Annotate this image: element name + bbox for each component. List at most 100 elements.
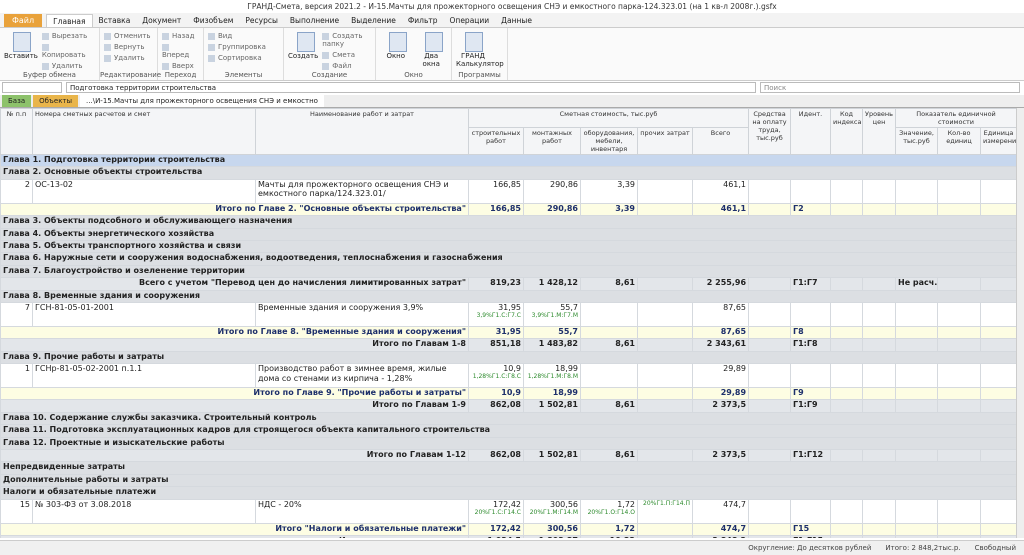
- table-row[interactable]: Итого "Налоги и обязательные платежи" 172…: [0, 522, 1016, 537]
- document-tab[interactable]: База: [2, 95, 32, 107]
- menu-tab[interactable]: Вставка: [98, 16, 131, 25]
- ribbon-button[interactable]: Смета: [322, 51, 371, 59]
- table-row[interactable]: Глава 5. Объекты транспортного хозяйства…: [0, 239, 1016, 254]
- ribbon-button[interactable]: Окно: [380, 30, 412, 70]
- table-row[interactable]: Итого по Главе 8. "Временные здания и со…: [0, 325, 1016, 340]
- cost-cell: 55,7: [523, 325, 581, 340]
- ident-cell: Г9: [790, 387, 832, 401]
- cost-value: 862,08: [490, 400, 521, 410]
- table-row[interactable]: Налоги и обязательные платежи: [0, 486, 1016, 500]
- scrollbar[interactable]: [1016, 108, 1024, 538]
- index-cell: [830, 387, 864, 401]
- table-row[interactable]: 1 ГСНр-81-05-02-2001 п.1.1 Производство ра…: [0, 363, 1016, 389]
- table-row[interactable]: Глава 2. Основные объекты строительства: [0, 166, 1016, 180]
- ribbon-button[interactable]: Вставить: [4, 30, 38, 70]
- ribbon-button[interactable]: Два окна: [416, 30, 448, 70]
- formula-input[interactable]: Подготовка территории строительства: [66, 82, 756, 93]
- index-cell: [830, 202, 864, 217]
- cost-cell: 172,42: [468, 522, 524, 537]
- ribbon-button[interactable]: Удалить: [42, 62, 95, 70]
- menu-tab[interactable]: Операции: [449, 16, 490, 25]
- table-row[interactable]: Глава 1. Подготовка территории строитель…: [0, 153, 1016, 168]
- ribbon-button[interactable]: Файл: [322, 62, 371, 70]
- cost-value: 8,61: [615, 450, 635, 460]
- cost-value: 166,85: [493, 179, 521, 189]
- table-row[interactable]: Глава 7. Благоустройство и озеленение те…: [0, 264, 1016, 279]
- cost-cell: [637, 202, 693, 217]
- table-row[interactable]: 7 ГСН-81-05-01-2001 Временные здания и соо…: [0, 301, 1016, 327]
- menu-tab[interactable]: Выполнение: [289, 16, 340, 25]
- table-row[interactable]: Итого по Главам 1-9 862,08 1 502,81 8,61 2 3…: [0, 399, 1016, 413]
- ribbon-button[interactable]: Вернуть: [104, 43, 151, 51]
- table-row[interactable]: Итого по Главе 2. "Основные объекты стро…: [0, 202, 1016, 217]
- ribbon-button[interactable]: Назад: [162, 32, 199, 40]
- cost-cell: 2 373,5: [691, 399, 750, 413]
- cost-value: 300,56: [550, 499, 578, 509]
- menu-tab[interactable]: Данные: [501, 16, 532, 25]
- ribbon-button[interactable]: Вверх: [162, 62, 199, 70]
- menu-tab[interactable]: Выделение: [351, 16, 396, 25]
- ribbon-button[interactable]: Вперед: [162, 43, 199, 59]
- menu-tab[interactable]: Главная: [46, 14, 93, 27]
- table-row[interactable]: Глава 3. Объекты подсобного и обслуживаю…: [0, 215, 1016, 229]
- table-row[interactable]: 2 ОС-13-02 Мачты для прожекторного освещен…: [0, 178, 1016, 204]
- ribbon-button[interactable]: Группировка: [208, 43, 266, 51]
- table-row[interactable]: Итого по Главам 1-8 851,18 1 483,82 8,61 2 3…: [0, 338, 1016, 352]
- header-cell: монтажных работ: [523, 127, 581, 155]
- table-row[interactable]: Глава 4. Объекты энергетического хозяйст…: [0, 227, 1016, 241]
- table-row[interactable]: Глава 6. Наружные сети и сооружения водо…: [0, 252, 1016, 266]
- menu-tab[interactable]: Ресурсы: [245, 16, 278, 25]
- ribbon-button[interactable]: Вид: [208, 32, 266, 40]
- table-row[interactable]: 15 № 303-ФЗ от 3.08.2018 НДС - 20% 172,42 20…: [0, 498, 1016, 524]
- cost-cell: 2 343,61: [691, 338, 750, 352]
- document-tab[interactable]: Объекты: [33, 95, 79, 107]
- index-cell: [830, 325, 864, 340]
- table-row[interactable]: Итого по Главам 1-12 862,08 1 502,81 8,61 2 …: [0, 449, 1016, 463]
- cost-cell: [637, 522, 693, 537]
- header-cell: Код индекса: [830, 108, 864, 155]
- ribbon-button[interactable]: Создать папку: [322, 32, 371, 48]
- document-tab[interactable]: ...\И-15.Мачты для прожекторного освещен…: [80, 95, 324, 107]
- ribbon-button[interactable]: Создать: [288, 30, 318, 70]
- table-row[interactable]: Непредвиденные затраты: [0, 461, 1016, 475]
- total-label: Итого по Главе 8. "Временные здания и со…: [0, 325, 469, 340]
- ribbon-button[interactable]: Сортировка: [208, 54, 266, 62]
- file-menu[interactable]: Файл: [4, 14, 43, 27]
- chapter-label: Глава 7. Благоустройство и озеленение те…: [0, 264, 1016, 279]
- cost-cell: 290,86: [523, 178, 581, 204]
- ribbon-button[interactable]: Вырезать: [42, 32, 95, 40]
- table-row[interactable]: Всего с учетом "Перевод цен до начислени…: [0, 277, 1016, 291]
- ribbon-button[interactable]: Удалить: [104, 54, 151, 62]
- header-cell: Наименование работ и затрат: [255, 108, 469, 155]
- table-row[interactable]: Глава 8. Временные здания и сооружения: [0, 289, 1016, 303]
- search-box[interactable]: Поиск: [760, 82, 1020, 93]
- table-row[interactable]: Глава 10. Содержание службы заказчика. С…: [0, 411, 1016, 426]
- cost-cell: 1 483,82: [523, 338, 581, 352]
- index-cell: [830, 363, 864, 389]
- total-label: Итого по сводному расчету: [0, 534, 469, 538]
- ribbon-button[interactable]: Отменить: [104, 32, 151, 40]
- menu-tab[interactable]: Физобъем: [193, 16, 234, 25]
- table-row[interactable]: Дополнительные работы и затраты: [0, 473, 1016, 488]
- unit-value-cell: [895, 363, 939, 389]
- table-row[interactable]: Итого по сводному расчету 1 034,5 1 803,37…: [0, 534, 1016, 538]
- ribbon-button[interactable]: ГРАНД Калькулятор: [456, 30, 504, 70]
- cost-cell: 20%Г1.П:Г14.П: [637, 498, 693, 524]
- cost-value: 1,72: [617, 499, 635, 509]
- menu-tab[interactable]: Фильтр: [407, 16, 438, 25]
- unit-cell: [980, 399, 1016, 413]
- ribbon-button[interactable]: Копировать: [42, 43, 95, 59]
- total-label: Итого по Главе 2. "Основные объекты стро…: [0, 202, 469, 217]
- table-row[interactable]: Глава 11. Подготовка эксплуатационных ка…: [0, 424, 1016, 438]
- cost-cell: 31,95: [468, 325, 524, 340]
- level-cell: [862, 387, 897, 401]
- ident-cell: [790, 498, 832, 524]
- menu-tab[interactable]: Документ: [142, 16, 182, 25]
- table-row[interactable]: Глава 12. Проектные и изыскательские раб…: [0, 436, 1016, 451]
- table-row[interactable]: Глава 9. Прочие работы и затраты: [0, 350, 1016, 365]
- table-row[interactable]: Итого по Главе 9. "Прочие работы и затра…: [0, 387, 1016, 401]
- unit-value-cell: [895, 338, 939, 352]
- cost-value: 290,86: [550, 179, 578, 189]
- cost-cell: 2 848,2: [691, 534, 750, 538]
